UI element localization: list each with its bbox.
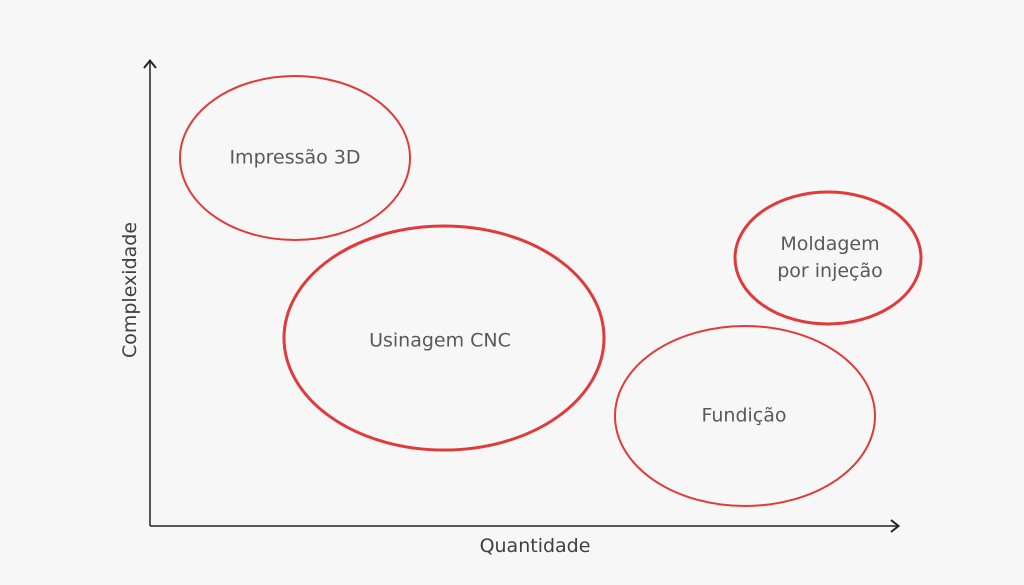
ellipse [179, 75, 411, 241]
ellipse [282, 224, 606, 452]
node-label: Fundição [701, 404, 787, 427]
node-label: Impressão 3D [229, 146, 361, 169]
node-label: Moldagem por injeção [777, 233, 883, 282]
x-axis-label: Quantidade [479, 535, 591, 557]
node-label: Usinagem CNC [369, 329, 511, 352]
y-axis-label: Complexidade [119, 221, 141, 359]
ellipse [733, 190, 923, 326]
ellipse [614, 325, 876, 507]
